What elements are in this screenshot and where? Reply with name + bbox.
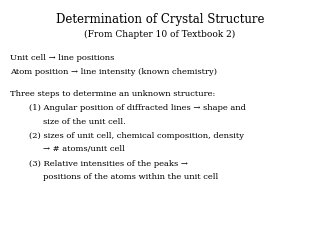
Text: (1) Angular position of diffracted lines → shape and: (1) Angular position of diffracted lines… bbox=[29, 104, 246, 112]
Text: Unit cell → line positions: Unit cell → line positions bbox=[10, 54, 114, 62]
Text: (2) sizes of unit cell, chemical composition, density: (2) sizes of unit cell, chemical composi… bbox=[29, 132, 244, 140]
Text: (From Chapter 10 of Textbook 2): (From Chapter 10 of Textbook 2) bbox=[84, 30, 236, 39]
Text: (3) Relative intensities of the peaks →: (3) Relative intensities of the peaks → bbox=[29, 160, 188, 168]
Text: → # atoms/unit cell: → # atoms/unit cell bbox=[43, 145, 125, 153]
Text: positions of the atoms within the unit cell: positions of the atoms within the unit c… bbox=[43, 173, 219, 181]
Text: Three steps to determine an unknown structure:: Three steps to determine an unknown stru… bbox=[10, 90, 215, 98]
Text: size of the unit cell.: size of the unit cell. bbox=[43, 118, 126, 126]
Text: Atom position → line intensity (known chemistry): Atom position → line intensity (known ch… bbox=[10, 68, 217, 76]
Text: Determination of Crystal Structure: Determination of Crystal Structure bbox=[56, 13, 264, 26]
